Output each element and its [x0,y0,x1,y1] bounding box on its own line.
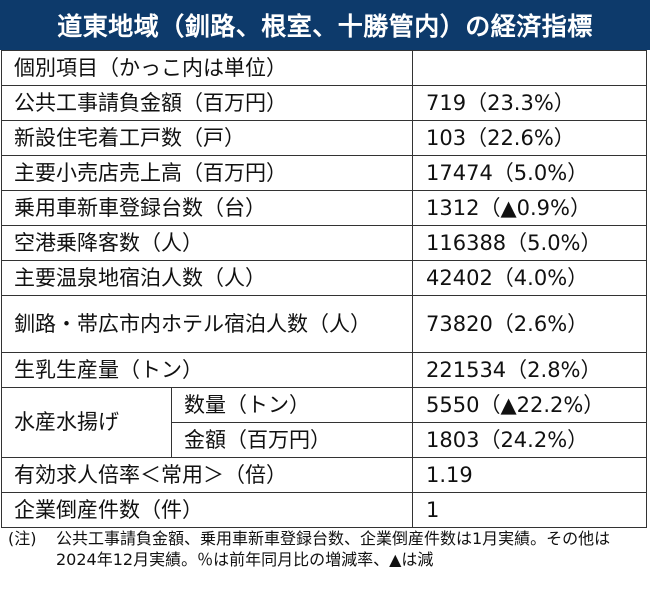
row-label: 主要温泉地宿泊人数（人） [1,260,413,296]
row-value: 103（22.6%） [412,120,647,156]
footnote-mark: (注) [8,529,37,548]
row-label: 主要小売店売上高（百万円） [1,155,413,191]
table-row: 企業倒産件数（件） 1 [1,492,647,528]
row-value: 42402（4.0%） [412,260,647,296]
row-label: 乗用車新車登録台数（台） [1,190,413,226]
group-label: 水産水揚げ [1,387,172,458]
row-value: 116388（5.0%） [412,225,647,261]
footnote-text: 公共工事請負金額、乗用車新車登録台数、企業倒産件数は1月実績。その他は2024年… [56,529,611,569]
row-value: 1 [412,492,647,528]
table-row: 金額（百万円） 1803（24.2%） [2,422,647,458]
row-label: 空港乗降客数（人） [1,225,413,261]
column-header-value [412,50,647,86]
row-value: 1312（▲0.9%） [412,190,647,226]
table-row: 主要温泉地宿泊人数（人） 42402（4.0%） [1,260,647,296]
table-row: 有効求人倍率＜常用＞（倍） 1.19 [1,457,647,493]
table-row: 水産水揚げ 数量（トン） 5550（▲22.2%） [1,387,647,458]
row-label: 新設住宅着工戸数（戸） [1,120,413,156]
row-value: 73820（2.6%） [412,295,647,353]
footnote: (注) 公共工事請負金額、乗用車新車登録台数、企業倒産件数は1月実績。その他は2… [8,528,638,570]
row-value: 221534（2.8%） [412,352,647,388]
sub-row-label: 数量（トン） [171,387,413,423]
table-row: 空港乗降客数（人） 116388（5.0%） [1,225,647,261]
row-label: 生乳生産量（トン） [1,352,413,388]
table-row: 新設住宅着工戸数（戸） 103（22.6%） [1,120,647,156]
table-row: 主要小売店売上高（百万円） 17474（5.0%） [1,155,647,191]
row-label: 公共工事請負金額（百万円） [1,85,413,121]
row-value: 719（23.3%） [412,85,647,121]
table-row: 生乳生産量（トン） 221534（2.8%） [1,352,647,388]
column-header-item: 個別項目（かっこ内は単位） [1,50,413,86]
row-value: 1803（24.2%） [412,422,647,458]
table-row: 釧路・帯広市内ホテル宿泊人数（人） 73820（2.6%） [1,295,647,353]
row-label: 有効求人倍率＜常用＞（倍） [1,457,413,493]
page-title: 道東地域（釧路、根室、十勝管内）の経済指標 [0,0,650,50]
row-value: 1.19 [412,457,647,493]
row-label: 企業倒産件数（件） [1,492,413,528]
row-label: 釧路・帯広市内ホテル宿泊人数（人） [1,295,413,353]
table-row: 乗用車新車登録台数（台） 1312（▲0.9%） [1,190,647,226]
sub-row-label: 金額（百万円） [171,422,413,458]
table-row: 公共工事請負金額（百万円） 719（23.3%） [1,85,647,121]
economic-indicators-table: 個別項目（かっこ内は単位） 公共工事請負金額（百万円） 719（23.3%） 新… [1,50,647,528]
row-value: 5550（▲22.2%） [412,387,647,423]
table-header-row: 個別項目（かっこ内は単位） [1,50,647,86]
row-value: 17474（5.0%） [412,155,647,191]
